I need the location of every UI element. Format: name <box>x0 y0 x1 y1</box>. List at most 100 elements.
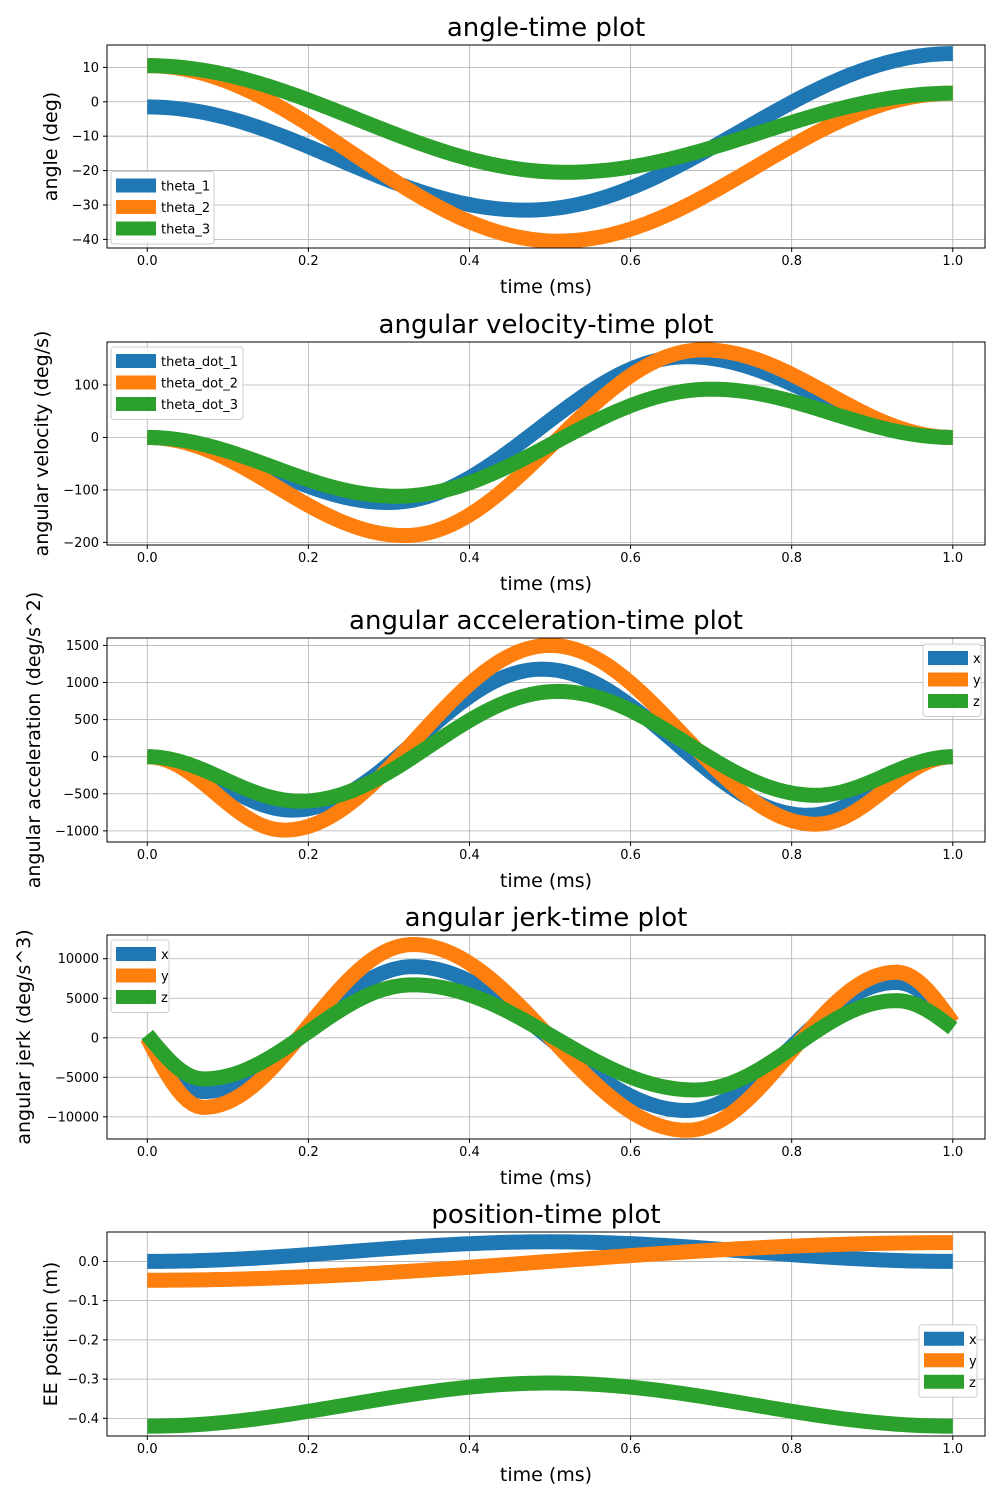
y-tick-label: −5000 <box>55 1071 99 1086</box>
y-tick-label: −1000 <box>55 824 99 839</box>
legend-label-theta_dot_1: theta_dot_1 <box>161 355 238 370</box>
x-tick-label: 0.0 <box>137 551 158 566</box>
legend-label-y: y <box>161 970 169 985</box>
x-tick-label: 1.0 <box>942 1145 963 1160</box>
y-tick-label: 0 <box>91 431 99 446</box>
x-tick-label: 0.8 <box>781 254 802 269</box>
chart-1: 0.0 0.2 0.4 0.6 0.8 1.0 10 0 −10 −20 −30 −40 angle-t… <box>40 13 986 298</box>
legend: theta_1 theta_2 theta_3 <box>110 171 215 245</box>
legend-label-x: x <box>161 948 169 963</box>
y-tick-label: 0.0 <box>78 1255 99 1270</box>
x-tick-label: 0.8 <box>781 848 802 863</box>
y-tick-label: −100 <box>63 483 99 498</box>
y-axis-label: angular jerk (deg/s^3) <box>13 929 35 1144</box>
series-lines <box>140 936 959 1138</box>
y-tick-label: 0 <box>91 95 99 110</box>
x-tick-label: 1.0 <box>942 848 963 863</box>
x-tick-label: 0.4 <box>459 1442 480 1457</box>
chart-title: angular acceleration-time plot <box>349 606 743 636</box>
x-tick-label: 0.4 <box>459 551 480 566</box>
x-tick-label: 1.0 <box>942 254 963 269</box>
series-line-theta_2 <box>144 58 956 248</box>
y-tick-label: −500 <box>63 787 99 802</box>
x-tick-label: 0.2 <box>298 1442 319 1457</box>
x-tick-label: 1.0 <box>942 1442 963 1457</box>
y-tick-label: 10000 <box>58 952 99 967</box>
grid <box>107 45 985 248</box>
legend-label-theta_dot_3: theta_dot_3 <box>161 398 238 413</box>
x-tick-label: 0.0 <box>137 254 158 269</box>
x-tick-label: 0.6 <box>620 1145 641 1160</box>
y-tick-label: −10000 <box>47 1110 99 1125</box>
axes-frame <box>106 341 986 546</box>
legend: theta_dot_1 theta_dot_2 theta_dot_3 <box>110 346 244 420</box>
series-lines <box>144 638 956 838</box>
x-axis-label: time (ms) <box>500 1167 592 1189</box>
chart-title: position-time plot <box>431 1200 660 1230</box>
x-tick-label: 0.2 <box>298 1145 319 1160</box>
legend: xyz <box>922 643 982 717</box>
chart-4: 0.0 0.2 0.4 0.6 0.8 1.0 10000 5000 0 −5000 −10000 a… <box>13 903 986 1189</box>
y-tick-label: −20 <box>72 164 99 179</box>
series-lines <box>144 342 956 544</box>
series-line-theta_dot_3 <box>144 381 956 504</box>
x-axis-label: time (ms) <box>500 870 592 892</box>
legend-label-y: y <box>969 1354 977 1369</box>
chart-title: angular jerk-time plot <box>405 903 688 933</box>
x-tick-label: 0.6 <box>620 254 641 269</box>
y-tick-label: 0 <box>91 1031 99 1046</box>
chart-title: angle-time plot <box>447 13 645 43</box>
legend: xyz <box>918 1324 978 1398</box>
x-axis-label: time (ms) <box>500 1464 592 1486</box>
x-tick-label: 0.4 <box>459 1145 480 1160</box>
y-tick-label: −30 <box>72 198 99 213</box>
y-tick-label: 500 <box>74 713 99 728</box>
chart-3: 0.0 0.2 0.4 0.6 0.8 1.0 1500 1000 500 0 −500 −1000 a… <box>23 592 986 892</box>
legend: xyz <box>110 939 170 1013</box>
axes-frame <box>106 637 986 843</box>
chart-title: angular velocity-time plot <box>379 310 714 340</box>
y-tick-label: −200 <box>63 536 99 551</box>
legend-label-theta_1: theta_1 <box>161 180 210 195</box>
x-tick-label: 0.0 <box>137 1442 158 1457</box>
x-tick-label: 0.0 <box>137 1145 158 1160</box>
y-axis-label: angle (deg) <box>40 92 62 201</box>
series-line-z <box>141 977 958 1098</box>
legend-label-theta_3: theta_3 <box>161 223 210 238</box>
series-line-z <box>144 1375 956 1434</box>
legend-label-x: x <box>969 1333 977 1348</box>
chart-5: 0.0 0.2 0.4 0.6 0.8 1.0 0.0 −0.1 −0.2 −0.3 −0.4 pos… <box>40 1200 986 1486</box>
axes-frame <box>106 934 986 1140</box>
x-tick-label: 0.4 <box>459 254 480 269</box>
legend-label-y: y <box>973 674 981 689</box>
y-tick-label: 100 <box>74 379 99 394</box>
x-axis-label: time (ms) <box>500 573 592 595</box>
x-tick-label: 0.2 <box>298 254 319 269</box>
series-lines <box>144 1234 956 1434</box>
legend-label-z: z <box>973 695 980 710</box>
legend-label-theta_dot_2: theta_dot_2 <box>161 377 238 392</box>
series-line-y <box>144 638 956 838</box>
x-tick-label: 0.4 <box>459 848 480 863</box>
x-tick-label: 0.6 <box>620 1442 641 1457</box>
series-line-theta_3 <box>144 58 956 180</box>
y-tick-label: −0.3 <box>67 1373 99 1388</box>
x-tick-label: 0.2 <box>298 848 319 863</box>
y-tick-label: 0 <box>91 750 99 765</box>
x-tick-label: 0.6 <box>620 551 641 566</box>
y-axis-label: EE position (m) <box>40 1262 62 1407</box>
legend-label-z: z <box>161 991 168 1006</box>
series-line-theta_1 <box>144 46 956 218</box>
y-tick-label: 5000 <box>66 992 99 1007</box>
legend-label-z: z <box>969 1376 976 1391</box>
y-tick-label: 1000 <box>66 676 99 691</box>
x-tick-label: 0.0 <box>137 848 158 863</box>
x-tick-label: 0.6 <box>620 848 641 863</box>
y-tick-label: 10 <box>82 61 99 76</box>
series-line-z <box>144 683 956 809</box>
legend-label-x: x <box>973 652 981 667</box>
axes-frame <box>106 1231 986 1437</box>
x-tick-label: 1.0 <box>942 551 963 566</box>
x-tick-label: 0.8 <box>781 1442 802 1457</box>
